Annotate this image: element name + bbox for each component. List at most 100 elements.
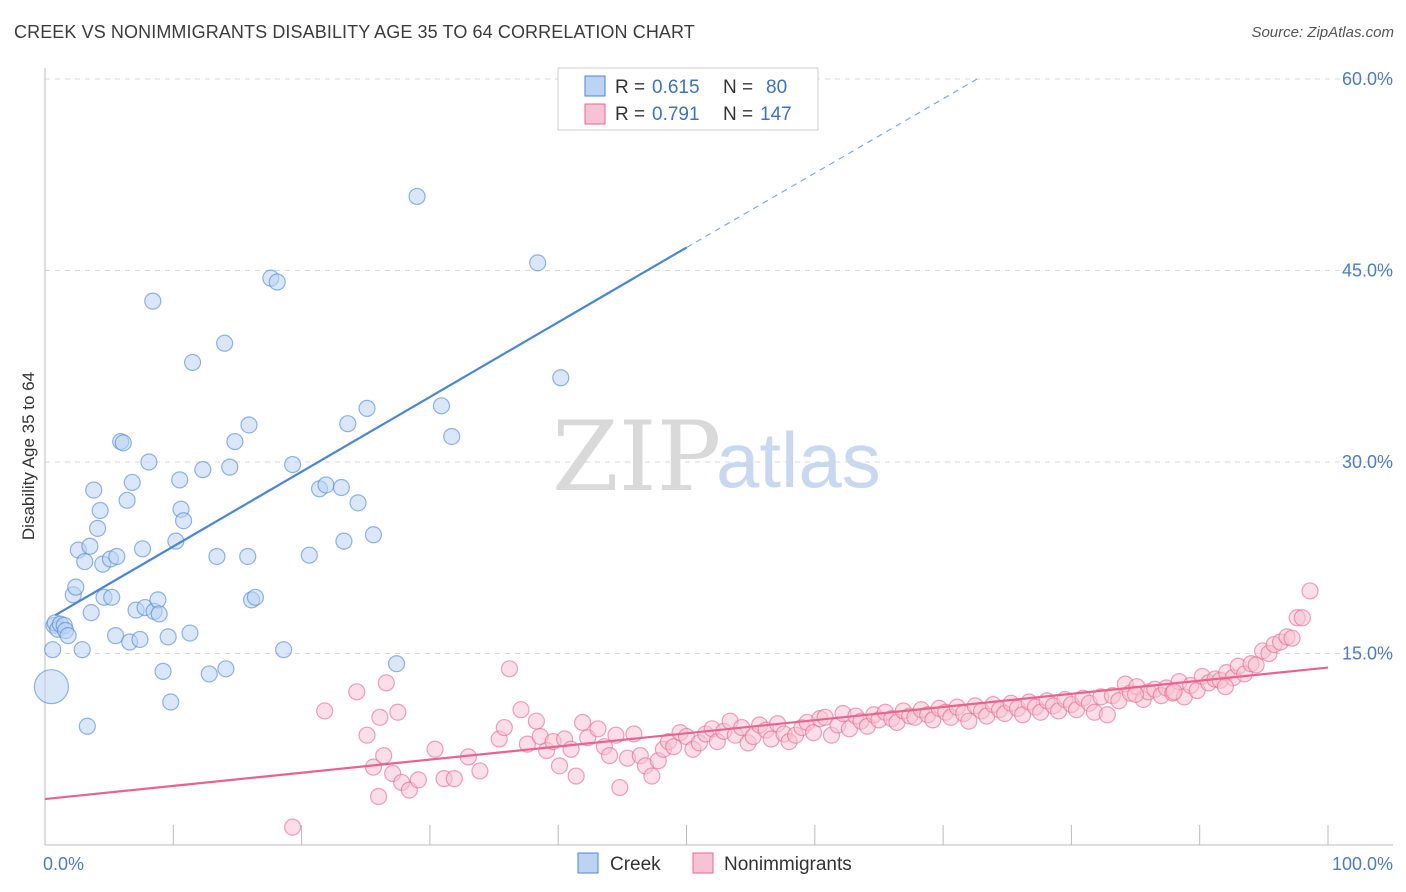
point-nonimmigrants [1283, 629, 1301, 647]
legend: R = 0.615 N = 80 R = 0.791 N = 147 [557, 67, 819, 131]
point-creek [335, 532, 353, 550]
bottom-legend-swatch-creek [577, 852, 599, 874]
gridlines [45, 78, 1393, 654]
point-creek [226, 432, 244, 451]
point-nonimmigrants [512, 701, 530, 719]
point-creek [339, 415, 357, 433]
legend-swatch-nonimmigrants [584, 103, 606, 125]
point-creek [221, 458, 239, 476]
point-nonimmigrants [527, 712, 545, 730]
y-tick-label-60: 60.0% [1342, 69, 1393, 89]
legend-n-label-creek: N = [723, 77, 753, 98]
point-nonimmigrants [369, 787, 388, 806]
point-creek [118, 491, 136, 509]
point-nonimmigrants [1165, 683, 1183, 701]
x-tick-label-min: 0.0% [43, 854, 84, 874]
point-creek [284, 455, 302, 474]
point-nonimmigrants [1098, 706, 1116, 724]
point-nonimmigrants [1247, 656, 1265, 674]
series-nonimmigrants [284, 582, 1319, 836]
point-nonimmigrants [375, 747, 393, 765]
point-nonimmigrants [500, 660, 519, 678]
y-axis-label: Disability Age 35 to 64 [19, 372, 38, 540]
point-nonimmigrants [611, 778, 629, 797]
point-creek [174, 512, 193, 530]
bottom-legend-label-nonimmigrants: Nonimmigrants [724, 854, 852, 875]
legend-n-value-nonimmigrants: 147 [760, 104, 792, 125]
point-creek [358, 399, 376, 417]
point-nonimmigrants [1301, 582, 1319, 600]
point-nonimmigrants [1293, 609, 1311, 627]
point-creek [240, 416, 258, 434]
point-creek [103, 588, 121, 606]
bottom-legend-swatch-nonimmigrants [692, 852, 714, 874]
point-creek [144, 292, 162, 310]
point-nonimmigrants [316, 702, 334, 720]
point-creek [106, 627, 125, 645]
legend-n-label-nonimmigrants: N = [723, 104, 753, 125]
point-creek [150, 605, 168, 623]
point-nonimmigrants [804, 724, 823, 742]
point-creek [131, 630, 149, 649]
y-tick-label-15: 15.0% [1342, 644, 1393, 664]
legend-swatch-creek [584, 75, 606, 97]
point-creek [159, 628, 177, 646]
y-axis-tick-labels: 15.0% 30.0% 45.0% 60.0% [1342, 69, 1393, 664]
point-nonimmigrants [550, 757, 569, 775]
point-nonimmigrants [567, 767, 585, 785]
source-label: Source: ZipAtlas.com [1251, 24, 1394, 41]
trend-extension-creek [686, 75, 982, 249]
point-creek [82, 604, 100, 622]
point-creek [133, 540, 152, 558]
legend-r-value-nonimmigrants: 0.791 [652, 104, 700, 125]
series-layer [33, 75, 1329, 836]
point-nonimmigrants [377, 674, 395, 692]
point-creek [200, 665, 218, 683]
point-creek [123, 473, 141, 492]
point-creek [529, 254, 547, 272]
point-creek [275, 641, 293, 659]
point-creek [114, 434, 132, 452]
point-creek [108, 547, 126, 566]
point-creek [217, 660, 235, 678]
point-nonimmigrants [643, 767, 661, 785]
point-creek [44, 641, 62, 659]
point-nonimmigrants [665, 738, 683, 756]
bottom-legend-label-creek: Creek [610, 854, 661, 875]
point-creek [432, 397, 451, 415]
x-axis-ticks [44, 825, 1329, 845]
chart-title: CREEK VS NONIMMIGRANTS DISABILITY AGE 35… [14, 22, 695, 42]
point-nonimmigrants [445, 770, 463, 788]
y-tick-label-30: 30.0% [1342, 452, 1393, 472]
watermark-zip: ZIP [552, 401, 721, 513]
point-creek [33, 669, 70, 705]
trend-line-nonimmigrants [44, 666, 1329, 801]
point-creek [85, 481, 103, 499]
point-creek [408, 187, 426, 206]
point-nonimmigrants [589, 720, 607, 738]
point-nonimmigrants [426, 740, 444, 758]
point-nonimmigrants [389, 703, 407, 721]
point-creek [73, 641, 91, 659]
point-creek [91, 501, 109, 520]
point-creek [216, 334, 234, 352]
point-creek [332, 478, 350, 497]
point-nonimmigrants [358, 726, 376, 744]
point-creek [208, 547, 226, 566]
point-creek [194, 461, 212, 479]
point-nonimmigrants [371, 708, 389, 726]
point-creek [300, 546, 318, 564]
point-creek [154, 662, 172, 680]
point-creek [364, 526, 383, 544]
point-nonimmigrants [1216, 678, 1234, 696]
bottom-legend: Creek Nonimmigrants [577, 852, 852, 875]
legend-r-value-creek: 0.615 [652, 77, 700, 98]
point-creek [239, 547, 257, 566]
point-creek [67, 578, 85, 596]
point-nonimmigrants [495, 718, 513, 737]
legend-r-label-nonimmigrants: R = [615, 104, 645, 125]
point-creek [181, 624, 199, 642]
watermark-atlas: atlas [716, 416, 881, 504]
point-nonimmigrants [573, 713, 592, 732]
